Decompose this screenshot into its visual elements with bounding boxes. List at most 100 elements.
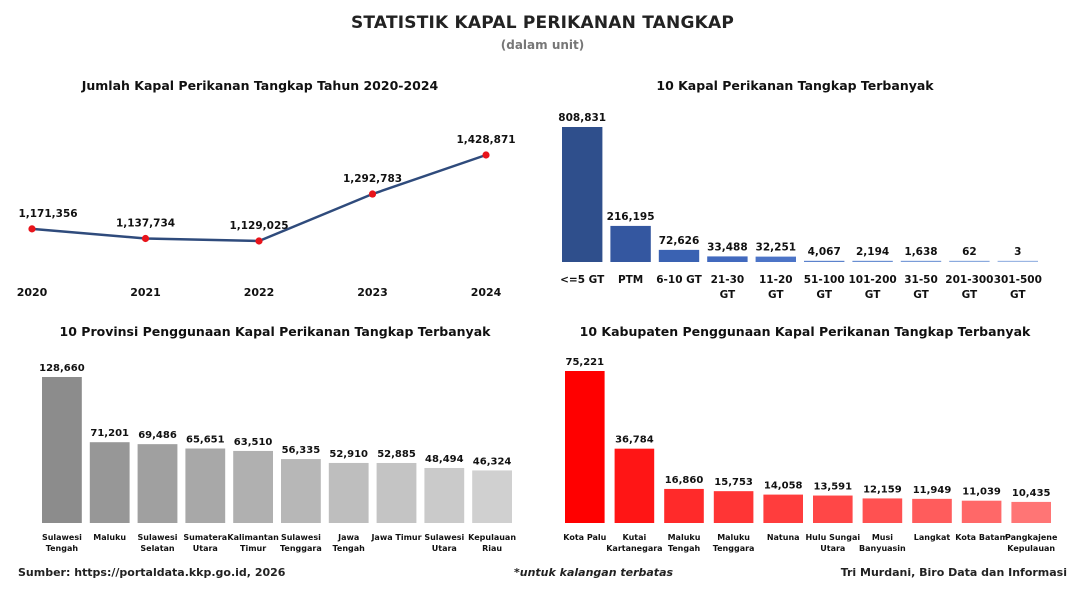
province-data-label: 52,910: [329, 449, 368, 460]
line-data-label: 1,292,783: [343, 173, 402, 185]
size-x-tick: <=5 GT: [560, 274, 605, 286]
regency-data-label: 75,221: [566, 357, 605, 368]
province-x-tick: Kalimantan: [227, 533, 279, 542]
regency-chart-title: 10 Kabupaten Penggunaan Kapal Perikanan …: [579, 324, 1031, 339]
province-x-tick: Sumatera: [183, 533, 227, 542]
size-x-tick: 11-20: [759, 274, 793, 286]
regency-x-tick: Kartanegara: [606, 544, 662, 553]
line-data-label: 1,137,734: [116, 218, 175, 230]
size-data-label: 72,626: [659, 235, 700, 247]
regency-bar: [813, 495, 853, 523]
size-data-label: 1,638: [904, 246, 937, 258]
source-text: Sumber: https://portaldata.kkp.go.id, 20…: [18, 566, 286, 579]
size-chart-title: 10 Kapal Perikanan Tangkap Terbanyak: [656, 78, 934, 93]
size-x-tick: GT: [865, 289, 881, 301]
regency-data-label: 11,039: [962, 487, 1001, 498]
regency-bar: [713, 491, 754, 523]
province-data-label: 48,494: [425, 454, 464, 465]
regency-bar: [763, 494, 803, 523]
size-x-tick: 31-50: [904, 274, 938, 286]
note-text: *untuk kalangan terbatas: [514, 566, 674, 579]
line-chart-title: Jumlah Kapal Perikanan Tangkap Tahun 202…: [81, 78, 439, 93]
regency-x-tick: Maluku: [717, 533, 750, 542]
regency-x-tick: Pangkajene: [1005, 533, 1058, 542]
province-x-tick: Jawa: [337, 533, 359, 542]
province-x-tick: Tenggara: [280, 544, 322, 553]
line-x-tick: 2022: [244, 286, 275, 299]
province-bar: [42, 377, 82, 523]
size-bar: [852, 260, 893, 262]
page-subtitle: (dalam unit): [500, 38, 585, 52]
line-data-label: 1,428,871: [456, 134, 515, 146]
line-data-label: 1,171,356: [18, 208, 77, 220]
size-data-label: 4,067: [808, 246, 841, 258]
province-bar: [233, 450, 273, 523]
province-x-tick: Timur: [240, 544, 266, 553]
province-chart-title: 10 Provinsi Penggunaan Kapal Perikanan T…: [59, 324, 491, 339]
province-data-label: 63,510: [234, 437, 273, 448]
size-data-label: 33,488: [707, 241, 748, 253]
size-bar: [755, 256, 796, 262]
province-data-label: 52,885: [377, 449, 416, 460]
size-x-tick: GT: [1010, 289, 1026, 301]
line-data-label: 1,129,025: [229, 220, 288, 232]
regency-x-tick: Kutai: [623, 533, 647, 542]
regency-x-tick: Banyuasin: [859, 544, 906, 553]
province-bar: [185, 448, 226, 523]
regency-bar: [614, 448, 655, 523]
regency-x-tick: Tenggara: [713, 544, 755, 553]
size-data-label: 32,251: [756, 242, 797, 254]
regency-x-tick: Musi: [872, 533, 893, 542]
regency-bar: [912, 498, 952, 523]
size-x-tick: 6-10 GT: [656, 274, 702, 286]
province-data-label: 46,324: [473, 456, 512, 467]
province-bar: [137, 444, 178, 523]
size-bar: [562, 127, 603, 262]
size-x-tick: 201-300: [945, 274, 993, 286]
size-bar: [658, 249, 700, 262]
regency-x-tick: Kepulauan: [1007, 544, 1055, 553]
province-data-label: 128,660: [39, 363, 85, 374]
size-data-label: 216,195: [607, 211, 655, 223]
regency-bar: [664, 488, 704, 523]
province-x-tick: Sulawesi: [281, 533, 321, 542]
regency-bar: [1011, 501, 1051, 523]
line-point: [482, 151, 490, 159]
regency-x-tick: Maluku: [668, 533, 701, 542]
province-data-label: 56,335: [282, 445, 321, 456]
province-x-tick: Sulawesi: [42, 533, 82, 542]
size-x-tick: 51-100: [804, 274, 845, 286]
size-bar: [900, 260, 942, 262]
size-x-tick: 301-500: [994, 274, 1042, 286]
line-point: [368, 190, 377, 198]
regency-data-label: 12,159: [863, 484, 902, 495]
province-bar: [328, 462, 369, 523]
size-data-label: 2,194: [856, 246, 889, 258]
province-x-tick: Riau: [482, 544, 502, 553]
province-bar: [376, 462, 417, 523]
province-x-tick: Selatan: [140, 544, 175, 553]
province-data-label: 65,651: [186, 435, 225, 446]
line-x-tick: 2020: [17, 286, 48, 299]
province-data-label: 71,201: [90, 428, 129, 439]
size-x-tick: GT: [816, 289, 832, 301]
province-bar: [89, 442, 130, 523]
regency-data-label: 15,753: [714, 477, 753, 488]
province-bar: [281, 459, 321, 523]
province-x-tick: Sulawesi: [138, 533, 178, 542]
regency-x-tick: Utara: [820, 544, 845, 553]
regency-x-tick: Natuna: [767, 533, 800, 542]
line-point: [141, 234, 150, 243]
regency-x-tick: Langkat: [914, 533, 951, 542]
size-bar: [804, 260, 845, 262]
regency-bar: [862, 498, 903, 523]
line-x-tick: 2023: [357, 286, 388, 299]
province-x-tick: Utara: [193, 544, 218, 553]
line-point: [28, 225, 36, 233]
line-x-tick: 2024: [471, 286, 502, 299]
province-x-tick: Kepulauan: [468, 533, 516, 542]
province-x-tick: Maluku: [93, 533, 126, 542]
regency-x-tick: Hulu Sungai: [805, 533, 860, 542]
size-x-tick: PTM: [618, 274, 643, 286]
